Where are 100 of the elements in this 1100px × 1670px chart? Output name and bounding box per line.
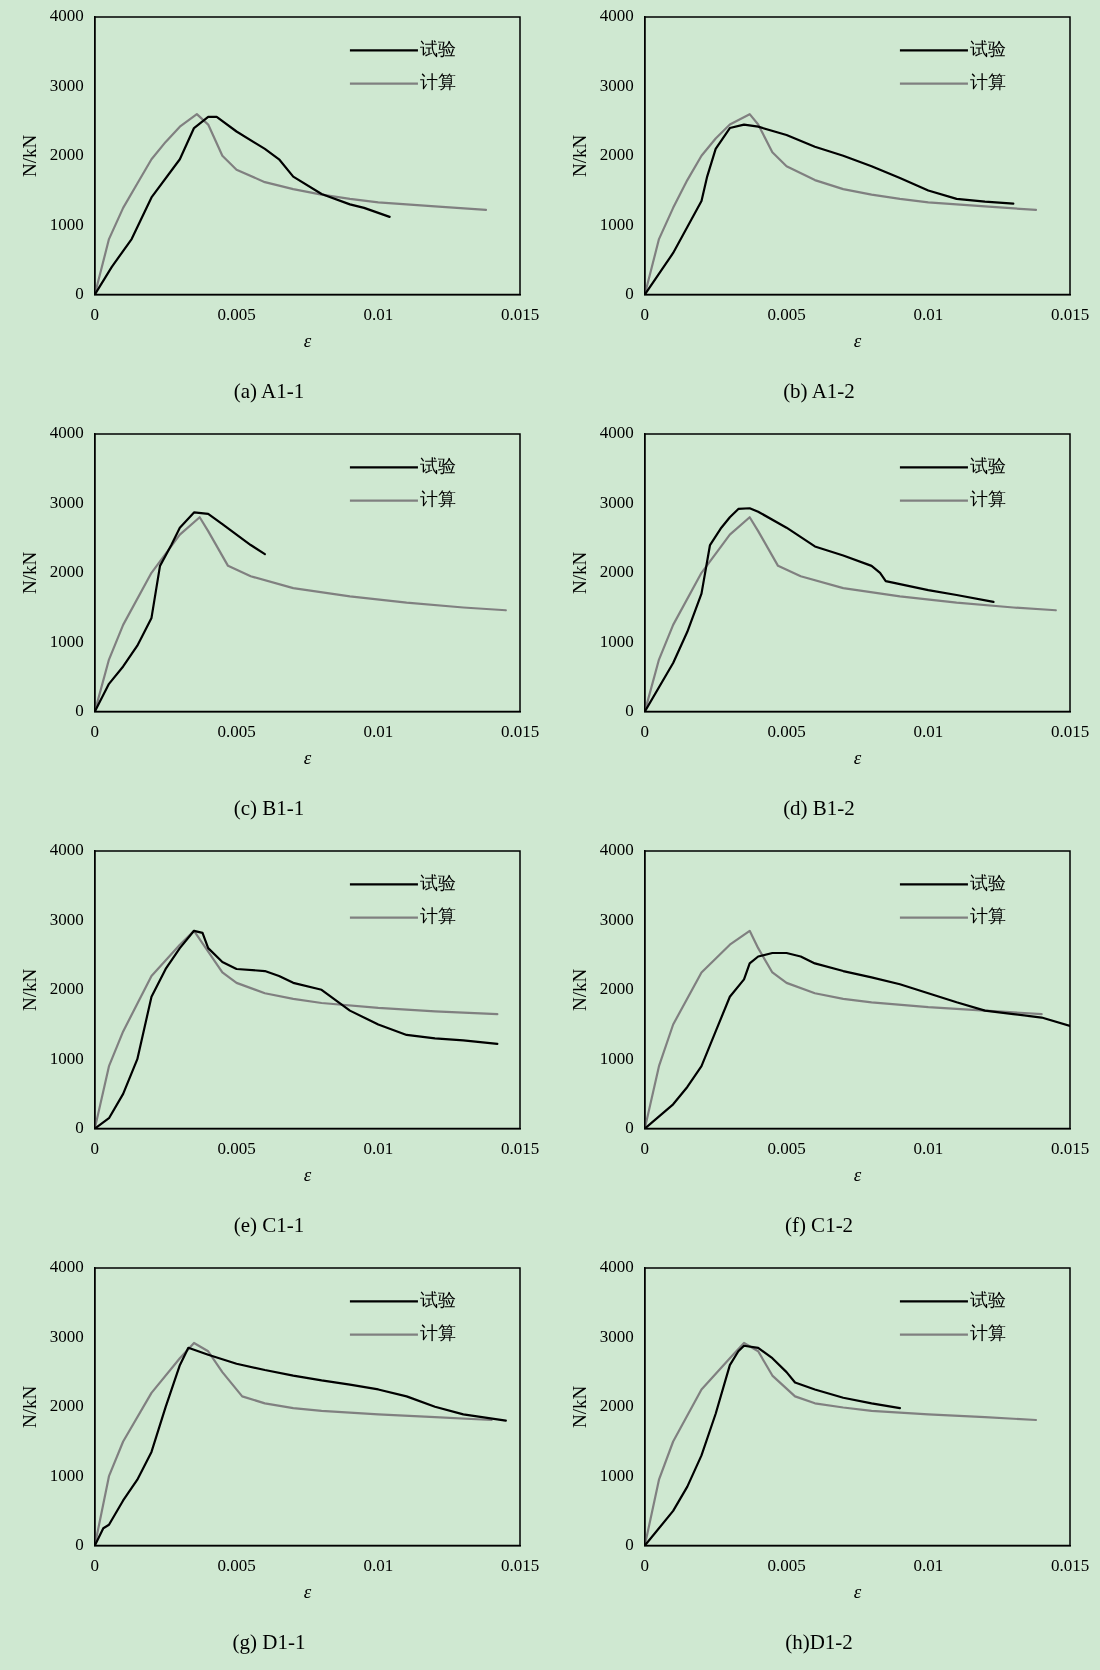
y-tick-label: 0	[625, 284, 634, 304]
legend-label: 计算	[970, 72, 1007, 93]
y-axis-title: N/kN	[19, 968, 41, 1011]
legend-label: 计算	[420, 489, 457, 510]
y-tick-label: 2000	[49, 979, 84, 999]
y-axis-title: N/kN	[19, 134, 41, 177]
x-tick-label: 0.015	[1050, 1139, 1090, 1159]
y-axis-title: N/kN	[569, 1385, 591, 1428]
legend-label: 试验	[420, 39, 457, 60]
legend-label: 计算	[970, 489, 1007, 510]
x-axis-title: ε	[853, 747, 862, 769]
x-tick-label: 0.015	[500, 1139, 540, 1159]
y-tick-label: 0	[625, 701, 634, 721]
x-tick-label: 0.005	[217, 305, 256, 325]
text: (b) A1-2	[783, 378, 855, 403]
y-tick-label: 4000	[49, 423, 84, 443]
legend-label: 试验	[970, 873, 1007, 894]
x-axis-title: ε	[853, 1164, 862, 1186]
y-axis-title: N/kN	[19, 1385, 41, 1428]
x-tick-label: 0.015	[500, 305, 540, 325]
text: (d) B1-2	[783, 795, 855, 820]
y-tick-label: 2000	[49, 145, 84, 165]
y-tick-label: 4000	[49, 1257, 84, 1277]
x-tick-label: 0.005	[217, 1139, 256, 1159]
y-tick-label: 3000	[599, 909, 634, 929]
y-tick-label: 1000	[49, 1048, 84, 1068]
x-tick-label: 0	[90, 1556, 100, 1576]
x-axis-title: ε	[303, 747, 312, 769]
y-tick-label: 0	[75, 1535, 84, 1555]
x-tick-label: 0.01	[363, 305, 394, 325]
y-tick-label: 3000	[599, 492, 634, 512]
x-tick-label: 0.005	[217, 722, 256, 742]
y-tick-label: 2000	[49, 562, 84, 582]
y-tick-label: 1000	[599, 631, 634, 651]
x-tick-label: 0.01	[363, 1556, 394, 1576]
x-axis-title: ε	[853, 330, 862, 352]
x-tick-label: 0.01	[913, 1556, 944, 1576]
x-axis-title: ε	[303, 1581, 312, 1603]
legend-label: 试验	[970, 39, 1007, 60]
x-tick-label: 0.005	[767, 1556, 806, 1576]
x-tick-label: 0	[640, 305, 650, 325]
y-tick-label: 4000	[599, 423, 634, 443]
y-tick-label: 4000	[599, 6, 634, 26]
y-tick-label: 2000	[599, 145, 634, 165]
x-tick-label: 0.01	[913, 305, 944, 325]
y-tick-label: 3000	[599, 75, 634, 95]
y-tick-label: 0	[75, 1118, 84, 1138]
x-tick-label: 0	[640, 722, 650, 742]
y-axis-title: N/kN	[569, 968, 591, 1011]
text: (h)D1-2	[785, 1629, 853, 1654]
y-tick-label: 0	[75, 284, 84, 304]
text: (f) C1-2	[784, 1212, 854, 1237]
y-tick-label: 4000	[599, 1257, 634, 1277]
x-tick-label: 0.01	[363, 722, 394, 742]
y-tick-label: 4000	[49, 840, 84, 860]
y-tick-label: 1000	[49, 1465, 84, 1485]
y-tick-label: 0	[75, 701, 84, 721]
x-tick-label: 0.015	[1050, 722, 1090, 742]
text: (g) D1-1	[232, 1629, 306, 1654]
legend-label: 试验	[420, 1290, 457, 1311]
y-tick-label: 2000	[599, 1396, 634, 1416]
text: (a) A1-1	[233, 378, 305, 403]
y-tick-label: 1000	[599, 1048, 634, 1068]
x-tick-label: 0.005	[767, 1139, 806, 1159]
y-tick-label: 3000	[49, 1326, 84, 1346]
y-tick-label: 2000	[599, 979, 634, 999]
x-tick-label: 0	[640, 1139, 650, 1159]
legend-label: 试验	[420, 456, 457, 477]
x-tick-label: 0	[90, 722, 100, 742]
x-tick-label: 0.015	[500, 722, 540, 742]
y-tick-label: 2000	[49, 1396, 84, 1416]
legend-label: 计算	[420, 1323, 457, 1344]
legend-label: 试验	[420, 873, 457, 894]
y-tick-label: 1000	[49, 214, 84, 234]
x-axis-title: ε	[853, 1581, 862, 1603]
x-tick-label: 0	[640, 1556, 650, 1576]
x-tick-label: 0.005	[217, 1556, 256, 1576]
x-tick-label: 0.01	[363, 1139, 394, 1159]
y-tick-label: 1000	[599, 214, 634, 234]
y-tick-label: 3000	[49, 492, 84, 512]
legend-label: 计算	[970, 906, 1007, 927]
y-tick-label: 4000	[49, 6, 84, 26]
x-tick-label: 0	[90, 305, 100, 325]
y-axis-title: N/kN	[19, 551, 41, 594]
x-tick-label: 0.005	[767, 722, 806, 742]
legend-label: 计算	[420, 906, 457, 927]
x-tick-label: 0.015	[500, 1556, 540, 1576]
text: (c) B1-1	[233, 795, 305, 820]
y-axis-title: N/kN	[569, 134, 591, 177]
y-tick-label: 1000	[599, 1465, 634, 1485]
x-tick-label: 0	[90, 1139, 100, 1159]
y-tick-label: 3000	[49, 75, 84, 95]
y-tick-label: 0	[625, 1535, 634, 1555]
y-axis-title: N/kN	[569, 551, 591, 594]
x-axis-title: ε	[303, 330, 312, 352]
x-tick-label: 0.005	[767, 305, 806, 325]
legend-label: 试验	[970, 456, 1007, 477]
x-tick-label: 0.01	[913, 722, 944, 742]
y-tick-label: 3000	[49, 909, 84, 929]
x-tick-label: 0.015	[1050, 305, 1090, 325]
